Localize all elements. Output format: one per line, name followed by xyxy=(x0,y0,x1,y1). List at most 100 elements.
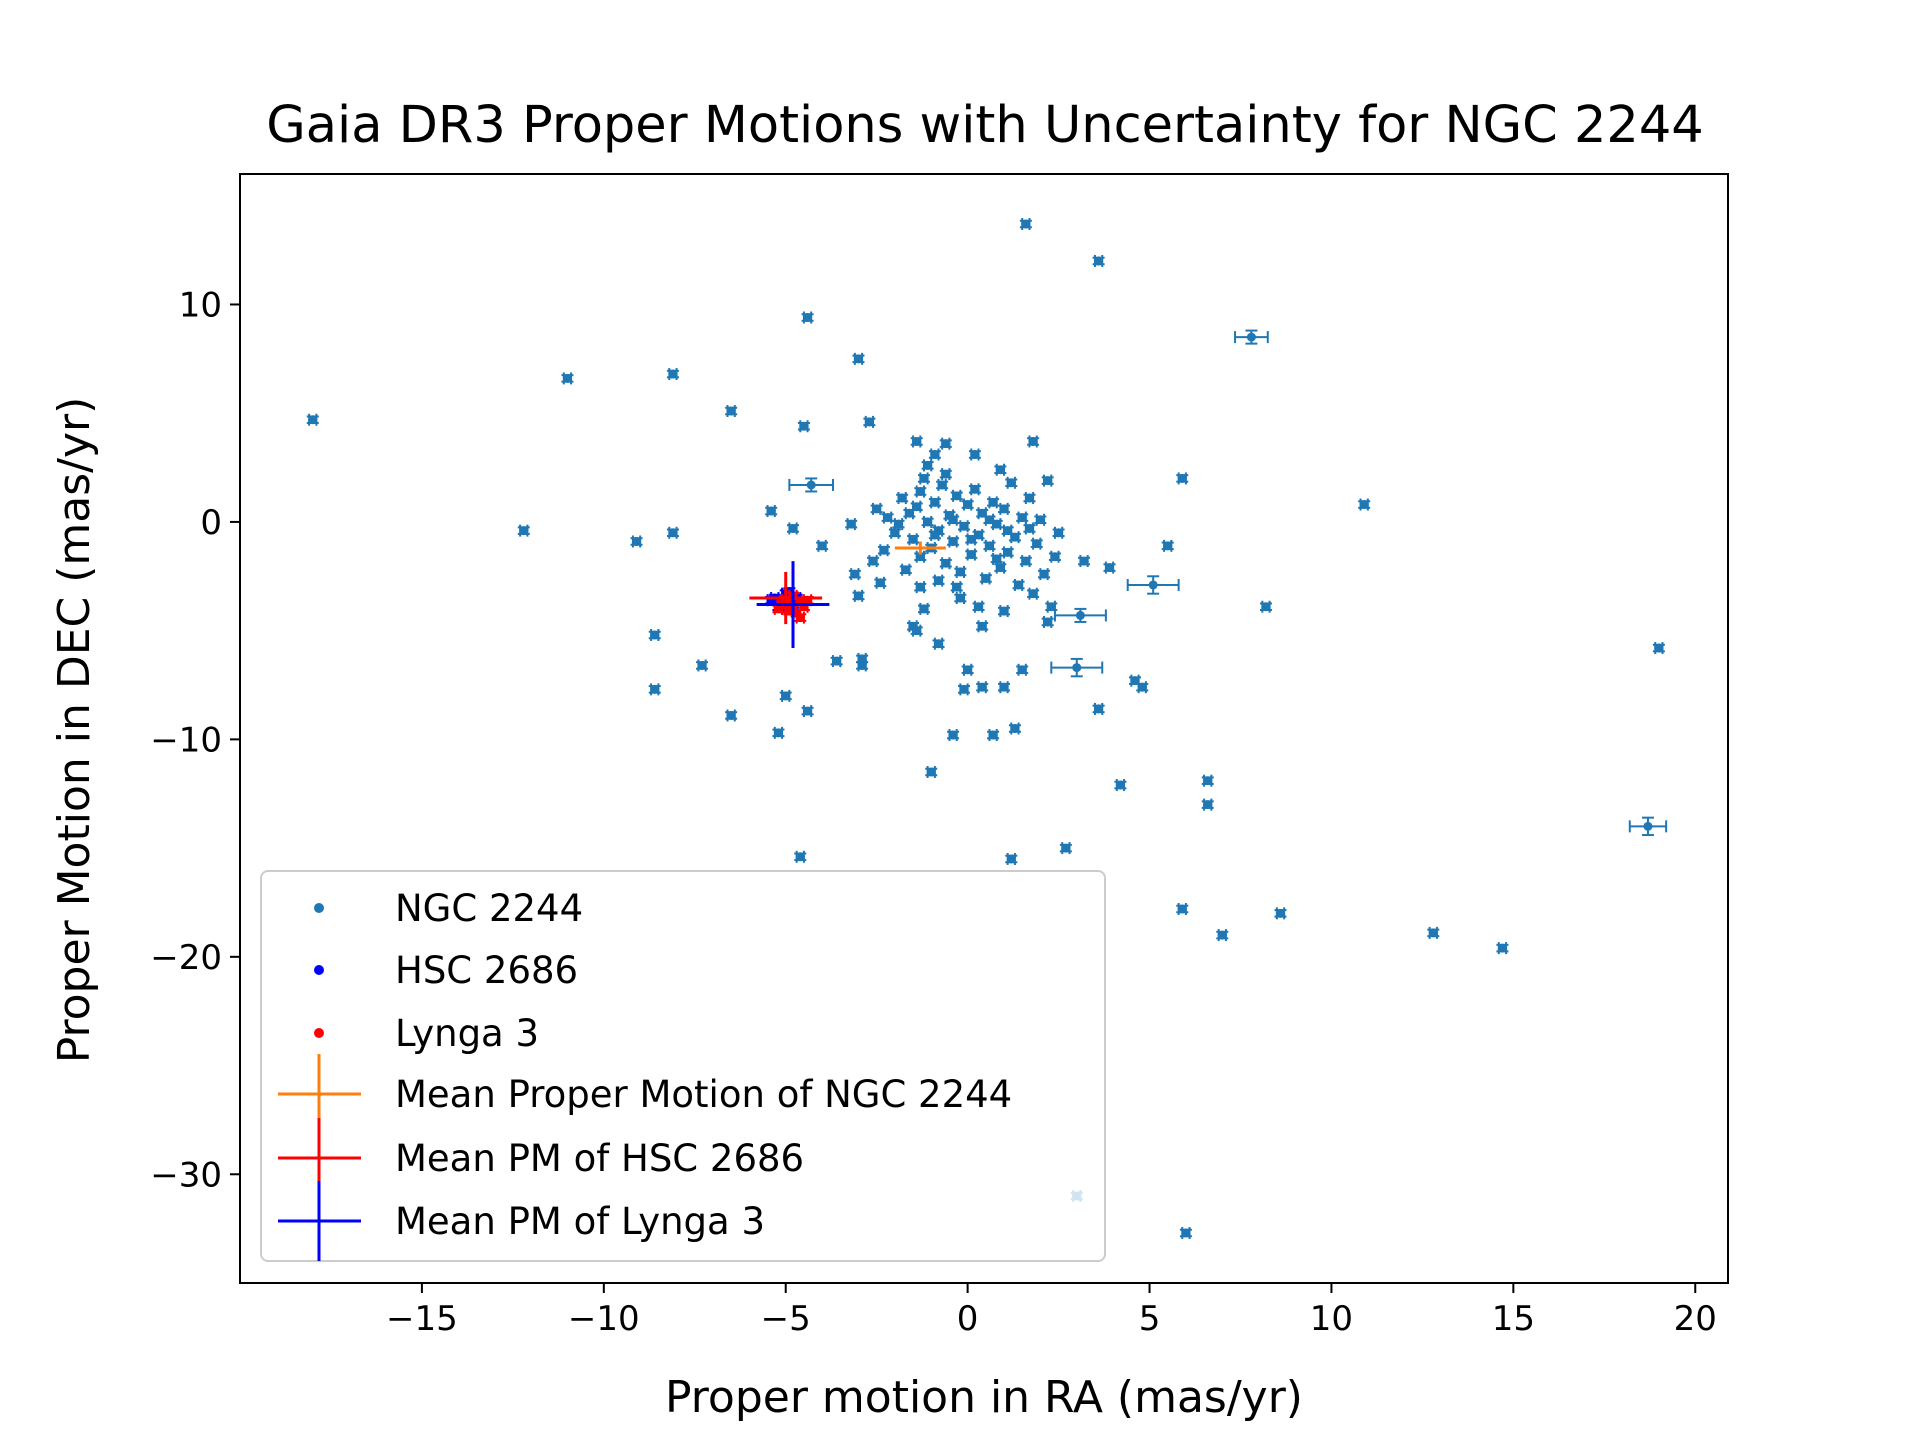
data-point xyxy=(1050,552,1060,562)
data-point xyxy=(1079,556,1089,566)
data-point xyxy=(781,691,791,701)
data-point xyxy=(930,450,940,460)
data-point xyxy=(832,656,842,666)
data-point xyxy=(1021,556,1031,566)
data-point xyxy=(904,508,914,518)
data-point xyxy=(988,730,998,740)
data-point xyxy=(1137,682,1147,692)
legend-label: Mean Proper Motion of NGC 2244 xyxy=(395,1073,1012,1116)
data-point xyxy=(1094,256,1104,266)
data-point xyxy=(988,497,998,507)
data-point xyxy=(984,515,994,525)
data-point xyxy=(1217,930,1227,940)
legend-label: HSC 2686 xyxy=(395,949,578,992)
data-point xyxy=(1024,523,1034,533)
data-point xyxy=(1072,663,1082,673)
data-point xyxy=(959,521,969,531)
data-point xyxy=(1024,493,1034,503)
data-point xyxy=(697,660,707,670)
data-point xyxy=(795,852,805,862)
data-point xyxy=(912,436,922,446)
data-point xyxy=(875,578,885,588)
data-point xyxy=(999,504,1009,514)
x-axis-label: Proper motion in RA (mas/yr) xyxy=(665,1372,1303,1423)
data-point xyxy=(1028,436,1038,446)
data-point xyxy=(992,554,1002,564)
data-point xyxy=(977,508,987,518)
data-point xyxy=(897,493,907,503)
data-point xyxy=(766,506,776,516)
axes-frame xyxy=(239,173,1729,1284)
x-tick-label: 5 xyxy=(1139,1299,1161,1339)
data-point xyxy=(923,460,933,470)
data-point xyxy=(850,569,860,579)
data-point xyxy=(1177,904,1187,914)
data-point xyxy=(919,604,929,614)
data-point xyxy=(963,500,973,510)
data-point xyxy=(995,465,1005,475)
data-point xyxy=(1043,476,1053,486)
data-point xyxy=(1006,478,1016,488)
y-tick-label: −20 xyxy=(150,938,222,978)
y-tick-label: −10 xyxy=(150,720,222,760)
data-point xyxy=(773,728,783,738)
data-point xyxy=(912,626,922,636)
data-point xyxy=(1054,528,1064,538)
data-point xyxy=(562,373,572,383)
data-point xyxy=(934,576,944,586)
data-point xyxy=(890,528,900,538)
data-point xyxy=(992,519,1002,529)
data-point xyxy=(799,421,809,431)
data-point xyxy=(999,606,1009,616)
data-point xyxy=(883,513,893,523)
mean-marker xyxy=(756,561,830,649)
data-point xyxy=(908,534,918,544)
data-point xyxy=(915,582,925,592)
data-point xyxy=(726,406,736,416)
data-point xyxy=(948,730,958,740)
data-point xyxy=(1428,928,1438,938)
data-point xyxy=(519,526,529,536)
data-point xyxy=(1643,821,1653,831)
x-tick-label: 15 xyxy=(1492,1299,1535,1339)
data-point xyxy=(915,552,925,562)
data-point xyxy=(1359,500,1369,510)
data-point xyxy=(1163,541,1173,551)
data-point xyxy=(901,565,911,575)
data-point xyxy=(1032,539,1042,549)
data-point xyxy=(963,665,973,675)
data-point xyxy=(948,536,958,546)
data-point xyxy=(941,558,951,568)
data-point xyxy=(668,369,678,379)
data-point xyxy=(937,480,947,490)
data-point xyxy=(970,484,980,494)
data-point xyxy=(977,621,987,631)
data-point xyxy=(1017,665,1027,675)
data-point xyxy=(650,684,660,694)
data-point xyxy=(995,563,1005,573)
data-point xyxy=(726,710,736,720)
mean-marker xyxy=(894,541,946,555)
data-point xyxy=(941,439,951,449)
data-point xyxy=(1181,1228,1191,1238)
data-point xyxy=(1654,643,1664,653)
legend-label: Mean PM of HSC 2686 xyxy=(395,1137,804,1180)
data-point xyxy=(1003,526,1013,536)
data-point xyxy=(650,630,660,640)
data-point xyxy=(912,502,922,512)
y-axis-label: Proper Motion in DEC (mas/yr) xyxy=(49,397,100,1064)
data-point xyxy=(952,491,962,501)
data-point xyxy=(1203,800,1213,810)
data-point xyxy=(872,504,882,514)
data-point xyxy=(1105,563,1115,573)
legend-label: Mean PM of Lynga 3 xyxy=(395,1200,765,1243)
data-point xyxy=(1046,602,1056,612)
data-point xyxy=(984,541,994,551)
data-point xyxy=(894,519,904,529)
data-point xyxy=(803,313,813,323)
data-point xyxy=(803,706,813,716)
data-point xyxy=(1003,547,1013,557)
legend-marker xyxy=(314,903,324,913)
data-point xyxy=(1276,908,1286,918)
chart-title: Gaia DR3 Proper Motions with Uncertainty… xyxy=(266,96,1704,155)
